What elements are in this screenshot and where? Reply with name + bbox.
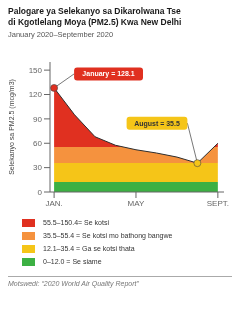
svg-text:JAN.: JAN.	[45, 199, 62, 208]
html-text:di Kgotlelang Moya (PM2.5) Kwa: di Kgotlelang Moya (PM2.5) Kwa New Delhi	[8, 17, 182, 27]
html-text:Motswedi: “2020 World Air Qual: Motswedi: “2020 World Air Quality Report…	[8, 280, 139, 287]
svg-text:150: 150	[29, 66, 43, 75]
html-text:55.5–150.4= Se kotsi: 55.5–150.4= Se kotsi	[43, 219, 109, 226]
html-text:January 2020–September 2020: January 2020–September 2020	[8, 30, 114, 39]
svg-text:60: 60	[33, 139, 42, 148]
svg-text:January = 128.1: January = 128.1	[82, 70, 134, 78]
svg-text:MAY: MAY	[128, 199, 145, 208]
svg-text:August = 35.5: August = 35.5	[134, 120, 180, 128]
html-text:12.1–35.4 = Ga se kotsi thata: 12.1–35.4 = Ga se kotsi thata	[43, 245, 135, 252]
svg-text:30: 30	[33, 163, 42, 172]
html-text:Palogare ya Selekanyo sa Dikar: Palogare ya Selekanyo sa Dikarolwana Tse	[8, 6, 181, 16]
svg-text:90: 90	[33, 115, 42, 124]
html-text:35.5–55.4 = Se kotsi mo bathon: 35.5–55.4 = Se kotsi mo bathong bangwe	[43, 232, 173, 239]
svg-text:SEPT.: SEPT.	[207, 199, 229, 208]
svg-text:0: 0	[38, 188, 43, 197]
svg-text:120: 120	[29, 90, 43, 99]
svg-text:Selekanyo sa PM2.5 (mcg/m3): Selekanyo sa PM2.5 (mcg/m3)	[8, 79, 16, 175]
html-text:0–12.0 = Se siame: 0–12.0 = Se siame	[43, 258, 102, 265]
